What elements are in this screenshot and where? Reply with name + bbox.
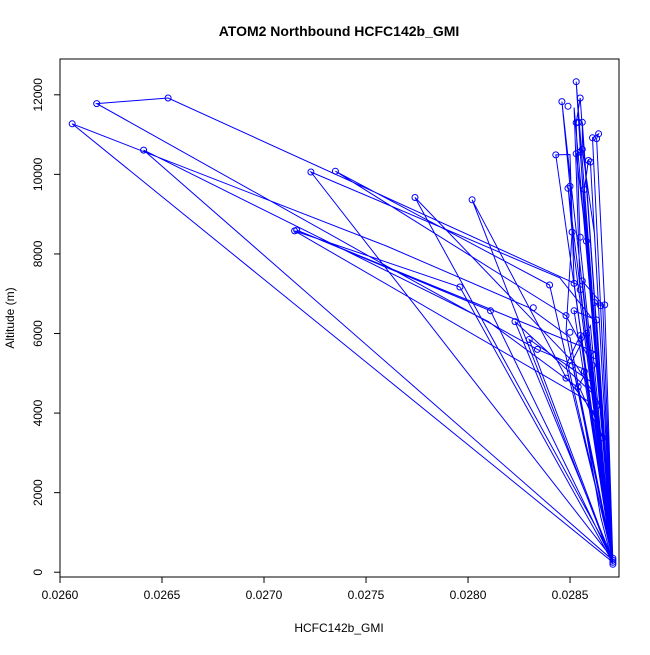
data-point (568, 361, 576, 369)
data-point (574, 118, 582, 126)
data-point (140, 146, 148, 154)
data-point (601, 301, 609, 309)
y-tick-label: 6000 (31, 320, 45, 347)
data-point (586, 158, 594, 166)
data-point (468, 196, 476, 204)
data-point (582, 237, 590, 245)
data-point (307, 168, 315, 176)
data-point (411, 194, 419, 201)
y-tick-label: 4000 (31, 399, 45, 426)
data-point (456, 283, 464, 291)
data-point (572, 78, 580, 86)
data-point (68, 120, 76, 128)
data-point (595, 130, 603, 138)
data-point (562, 374, 570, 382)
data-point (511, 318, 519, 326)
data-point (568, 228, 576, 236)
series-layer (71, 81, 614, 565)
data-point (576, 286, 584, 294)
data-point (564, 184, 572, 192)
plot-frame (59, 58, 620, 578)
data-point (93, 100, 101, 108)
y-axis-label: Altitude (m) (3, 287, 17, 348)
data-point (582, 330, 590, 337)
data-point (576, 233, 584, 241)
data-point (593, 316, 601, 324)
data-point (584, 157, 592, 164)
data-point (597, 302, 605, 310)
data-point (578, 277, 586, 285)
data-point (580, 367, 588, 375)
data-point (558, 98, 566, 106)
data-point (546, 281, 554, 289)
x-tick-label: 0.0280 (450, 588, 487, 602)
data-point (293, 226, 301, 234)
data-point (570, 279, 578, 287)
data-point (529, 304, 537, 312)
data-point (576, 94, 584, 102)
y-axis: 0 2000 4000 6000 8000 10000 12000 (31, 78, 60, 576)
data-point (570, 307, 578, 315)
x-tick-label: 0.0265 (144, 588, 181, 602)
data-point (589, 134, 596, 142)
data-point (562, 312, 570, 320)
data-point (609, 558, 617, 566)
data-point (564, 102, 572, 110)
x-axis: 0.0260 0.0265 0.0270 0.0275 0.0280 0.0285 (42, 577, 589, 602)
x-tick-label: 0.0260 (42, 588, 79, 602)
x-axis-label: HCFC142b_GMI (294, 621, 383, 635)
data-point (533, 345, 541, 353)
x-tick-label: 0.0285 (552, 588, 589, 602)
chart-title: ATOM2 Northbound HCFC142b_GMI (219, 23, 460, 39)
data-point (552, 151, 560, 159)
data-point (574, 383, 582, 391)
y-tick-label: 8000 (31, 240, 45, 267)
data-point (576, 332, 584, 339)
data-point (331, 167, 339, 175)
data-point (566, 328, 574, 336)
data-point (589, 361, 596, 369)
data-point (572, 150, 580, 158)
data-point (580, 186, 588, 193)
data-point (591, 299, 598, 306)
data-point (566, 182, 574, 190)
data-point (599, 434, 607, 442)
data-point (609, 556, 617, 564)
data-point (591, 351, 598, 359)
data-point (487, 307, 494, 315)
data-point (609, 554, 617, 562)
y-tick-label: 2000 (31, 479, 45, 506)
data-point (164, 94, 172, 102)
data-point (525, 336, 533, 343)
series-line (71, 81, 614, 565)
marker-layer (68, 78, 617, 568)
y-tick-label: 0 (31, 569, 45, 576)
data-point (578, 118, 586, 126)
data-point (593, 402, 601, 410)
x-tick-label: 0.0270 (246, 588, 283, 602)
data-point (578, 145, 586, 153)
x-tick-label: 0.0275 (348, 588, 385, 602)
y-tick-label: 10000 (31, 157, 45, 191)
y-tick-label: 12000 (31, 78, 45, 112)
